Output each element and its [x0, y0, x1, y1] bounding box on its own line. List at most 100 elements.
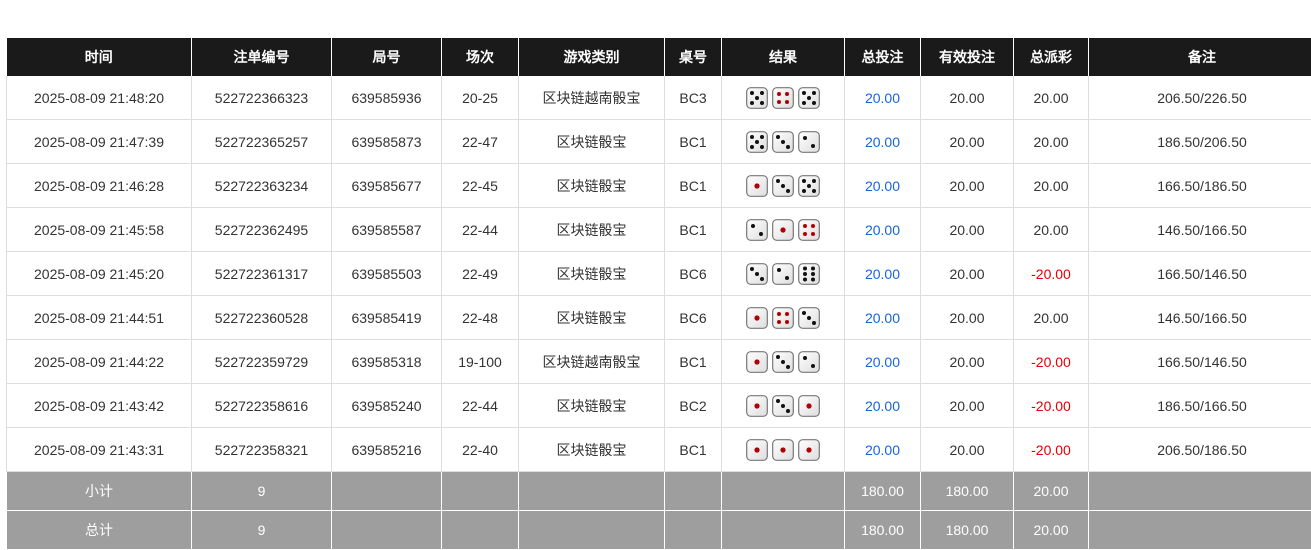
dice-5-icon	[746, 87, 768, 109]
time-cell: 2025-08-09 21:44:22	[7, 340, 192, 384]
table-cell: BC6	[665, 252, 722, 296]
round-cell: 639585503	[332, 252, 442, 296]
footer-label: 小计	[7, 472, 192, 511]
note-cell: 206.50/186.50	[1089, 428, 1311, 472]
footer-payout: 20.00	[1014, 511, 1089, 550]
table-cell: BC1	[665, 164, 722, 208]
table-row: 2025-08-09 21:48:20 522722366323 6395859…	[7, 76, 1311, 120]
column-header: 局号	[332, 38, 442, 76]
note-cell: 206.50/226.50	[1089, 76, 1311, 120]
time-cell: 2025-08-09 21:46:28	[7, 164, 192, 208]
dice-1-icon	[746, 307, 768, 329]
dice-3-icon	[772, 175, 794, 197]
game-type-cell: 区块链越南骰宝	[519, 76, 665, 120]
game-type-cell: 区块链骰宝	[519, 428, 665, 472]
dice-1-icon	[746, 395, 768, 417]
total-bet-link[interactable]: 20.00	[845, 76, 921, 120]
session-cell: 22-44	[442, 208, 519, 252]
bet-id-cell: 522722366323	[192, 76, 332, 120]
note-cell: 186.50/206.50	[1089, 120, 1311, 164]
column-header: 时间	[7, 38, 192, 76]
column-header: 桌号	[665, 38, 722, 76]
column-header: 总派彩	[1014, 38, 1089, 76]
table-row: 2025-08-09 21:44:51 522722360528 6395854…	[7, 296, 1311, 340]
time-cell: 2025-08-09 21:48:20	[7, 76, 192, 120]
round-cell: 639585587	[332, 208, 442, 252]
table-cell: BC1	[665, 120, 722, 164]
valid-bet-cell: 20.00	[921, 428, 1014, 472]
footer-valid-bet: 180.00	[921, 472, 1014, 511]
dice-5-icon	[798, 87, 820, 109]
game-type-cell: 区块链骰宝	[519, 120, 665, 164]
total-bet-link[interactable]: 20.00	[845, 340, 921, 384]
dice-2-icon	[798, 131, 820, 153]
dice-1-icon	[746, 439, 768, 461]
note-cell: 166.50/146.50	[1089, 252, 1311, 296]
payout-cell: -20.00	[1014, 428, 1089, 472]
dice-1-icon	[746, 175, 768, 197]
valid-bet-cell: 20.00	[921, 384, 1014, 428]
table-row: 2025-08-09 21:44:22 522722359729 6395853…	[7, 340, 1311, 384]
result-cell	[722, 164, 845, 208]
round-cell: 639585240	[332, 384, 442, 428]
dice-6-icon	[798, 263, 820, 285]
dice-2-icon	[772, 263, 794, 285]
total-bet-link[interactable]: 20.00	[845, 252, 921, 296]
total-bet-link[interactable]: 20.00	[845, 208, 921, 252]
dice-3-icon	[746, 263, 768, 285]
round-cell: 639585419	[332, 296, 442, 340]
result-cell	[722, 296, 845, 340]
total-bet-link[interactable]: 20.00	[845, 296, 921, 340]
time-cell: 2025-08-09 21:43:42	[7, 384, 192, 428]
total-bet-link[interactable]: 20.00	[845, 120, 921, 164]
footer-count: 9	[192, 511, 332, 550]
time-cell: 2025-08-09 21:45:58	[7, 208, 192, 252]
table-row: 2025-08-09 21:43:42 522722358616 6395852…	[7, 384, 1311, 428]
dice-4-icon	[772, 87, 794, 109]
table-row: 2025-08-09 21:43:31 522722358321 6395852…	[7, 428, 1311, 472]
result-cell	[722, 208, 845, 252]
footer-label: 总计	[7, 511, 192, 550]
total-bet-link[interactable]: 20.00	[845, 164, 921, 208]
game-type-cell: 区块链骰宝	[519, 384, 665, 428]
note-cell: 186.50/166.50	[1089, 384, 1311, 428]
dice-3-icon	[772, 351, 794, 373]
dice-5-icon	[798, 175, 820, 197]
valid-bet-cell: 20.00	[921, 120, 1014, 164]
column-header: 总投注	[845, 38, 921, 76]
result-cell	[722, 340, 845, 384]
round-cell: 639585318	[332, 340, 442, 384]
dice-4-icon	[798, 219, 820, 241]
total-bet-link[interactable]: 20.00	[845, 384, 921, 428]
footer-total-bet: 180.00	[845, 511, 921, 550]
table-cell: BC1	[665, 208, 722, 252]
footer-total-bet: 180.00	[845, 472, 921, 511]
result-cell	[722, 76, 845, 120]
bet-id-cell: 522722358321	[192, 428, 332, 472]
table-cell: BC6	[665, 296, 722, 340]
dice-3-icon	[798, 307, 820, 329]
game-type-cell: 区块链骰宝	[519, 296, 665, 340]
dice-3-icon	[772, 395, 794, 417]
valid-bet-cell: 20.00	[921, 296, 1014, 340]
result-cell	[722, 252, 845, 296]
note-cell: 166.50/146.50	[1089, 340, 1311, 384]
column-header: 游戏类别	[519, 38, 665, 76]
total-bet-link[interactable]: 20.00	[845, 428, 921, 472]
valid-bet-cell: 20.00	[921, 208, 1014, 252]
table-cell: BC1	[665, 428, 722, 472]
result-cell	[722, 120, 845, 164]
column-header: 结果	[722, 38, 845, 76]
session-cell: 22-40	[442, 428, 519, 472]
bet-id-cell: 522722360528	[192, 296, 332, 340]
round-cell: 639585677	[332, 164, 442, 208]
dice-2-icon	[798, 351, 820, 373]
time-cell: 2025-08-09 21:47:39	[7, 120, 192, 164]
session-cell: 22-45	[442, 164, 519, 208]
dice-1-icon	[772, 219, 794, 241]
column-header: 注单编号	[192, 38, 332, 76]
valid-bet-cell: 20.00	[921, 164, 1014, 208]
bet-id-cell: 522722361317	[192, 252, 332, 296]
bet-id-cell: 522722363234	[192, 164, 332, 208]
